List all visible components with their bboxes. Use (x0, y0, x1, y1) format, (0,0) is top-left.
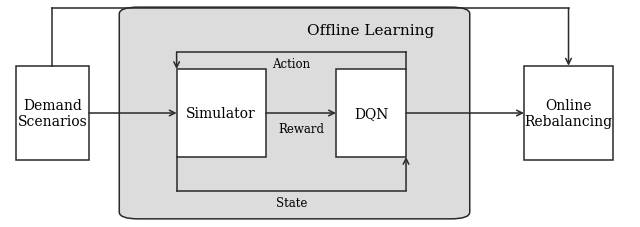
FancyBboxPatch shape (336, 70, 406, 157)
Text: Online
Rebalancing: Online Rebalancing (524, 99, 612, 128)
FancyBboxPatch shape (524, 67, 613, 160)
Text: Action: Action (272, 57, 310, 70)
Text: State: State (276, 196, 307, 210)
Text: Simulator: Simulator (186, 106, 256, 121)
Text: Reward: Reward (278, 123, 324, 136)
Text: DQN: DQN (354, 106, 388, 121)
Text: Demand
Scenarios: Demand Scenarios (17, 99, 87, 128)
FancyBboxPatch shape (119, 8, 470, 219)
FancyBboxPatch shape (177, 70, 266, 157)
FancyBboxPatch shape (16, 67, 89, 160)
Text: Offline Learning: Offline Learning (307, 24, 435, 38)
